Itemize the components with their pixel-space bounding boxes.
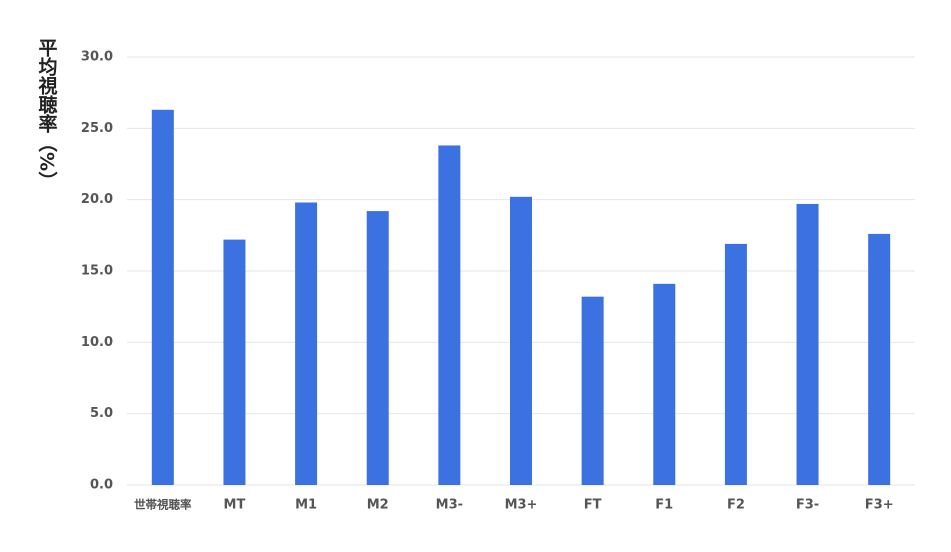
y-tick-label: 25.0 <box>81 121 113 136</box>
x-tick-label: FT <box>584 498 602 513</box>
y-tick-label: 15.0 <box>81 264 113 279</box>
x-tick-label: M2 <box>367 498 389 513</box>
x-tick-label: M3- <box>436 498 463 513</box>
bar <box>295 202 318 485</box>
bar <box>151 109 174 485</box>
x-tick-label: 世帯視聴率 <box>134 498 192 512</box>
x-tick-label: F2 <box>727 498 745 513</box>
x-tick-label: MT <box>224 498 246 513</box>
bar <box>438 145 461 485</box>
x-tick-label: F1 <box>655 498 673 513</box>
y-tick-label: 0.0 <box>90 478 113 493</box>
x-tick-label: M1 <box>295 498 317 513</box>
y-tick-label: 20.0 <box>81 192 113 207</box>
bar <box>796 203 819 486</box>
y-tick-label: 30.0 <box>81 50 113 65</box>
y-tick-label: 5.0 <box>90 406 113 421</box>
y-axis-label: 平均視聴率（%） <box>36 38 59 190</box>
bar <box>868 233 891 485</box>
x-tick-label: F3- <box>796 498 819 513</box>
bar <box>223 239 246 485</box>
x-tick-label: F3+ <box>865 498 894 513</box>
bar <box>581 296 604 485</box>
bar <box>653 283 676 485</box>
y-tick-label: 10.0 <box>81 335 113 350</box>
bar <box>366 211 389 485</box>
bar <box>724 243 747 485</box>
bar <box>510 196 532 485</box>
x-tick-label: M3+ <box>505 498 538 513</box>
